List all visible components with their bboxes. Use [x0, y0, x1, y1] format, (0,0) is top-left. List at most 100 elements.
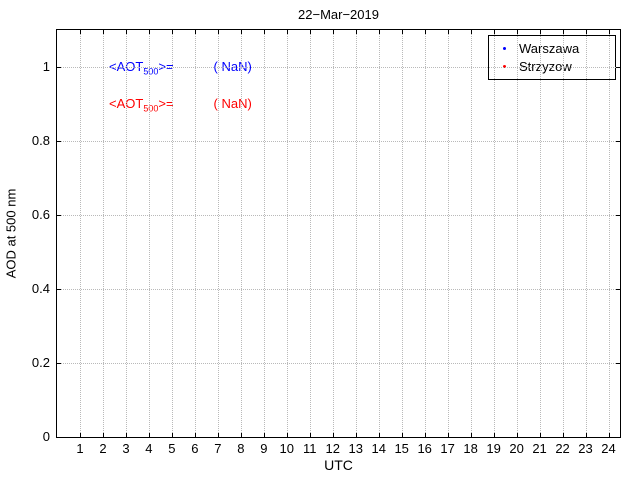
x-tick-label: 1	[76, 441, 84, 456]
x-axis-tick	[240, 433, 242, 437]
x-axis-tick	[148, 30, 150, 34]
x-axis-tick	[309, 433, 311, 437]
gridline-vertical	[447, 30, 449, 437]
annotation-strzyzow-mean-aot: <AOT500>=( NaN)	[109, 96, 252, 114]
gridline-vertical	[125, 30, 127, 437]
x-axis-tick	[608, 433, 610, 437]
gridline-vertical	[194, 30, 196, 437]
x-axis-tick	[585, 30, 587, 34]
x-axis-tick	[493, 30, 495, 34]
gridline-vertical	[493, 30, 495, 437]
x-axis-tick	[263, 433, 265, 437]
x-tick-label: 3	[122, 441, 130, 456]
x-axis-tick	[194, 30, 196, 34]
y-axis-tick	[616, 215, 620, 216]
x-axis-tick	[171, 30, 173, 34]
y-axis-tick	[57, 437, 61, 438]
x-axis-tick	[102, 433, 104, 437]
y-axis-label-text: AOD at 500 nm	[3, 188, 19, 279]
gridline-vertical	[516, 30, 518, 437]
x-axis-tick	[286, 30, 288, 34]
x-axis-tick	[286, 433, 288, 437]
x-axis-tick	[401, 433, 403, 437]
legend-item-strzyzow: Strzyzow	[489, 57, 615, 75]
y-tick-label: 1	[42, 59, 50, 74]
annotation-warszawa-mean-aot: <AOT500>=( NaN)	[109, 59, 252, 77]
x-axis-tick	[148, 433, 150, 437]
annotation-subscript: 500	[143, 66, 159, 77]
x-axis-tick	[217, 433, 219, 437]
x-tick-label: 22	[555, 441, 570, 456]
x-axis-tick	[562, 30, 564, 34]
x-axis-label: UTC	[324, 457, 353, 473]
y-axis-tick	[57, 289, 61, 290]
x-tick-label: 14	[371, 441, 386, 456]
annotation-value: ( NaN)	[213, 59, 252, 74]
x-axis-tick	[171, 433, 173, 437]
y-tick-label: 0.6	[31, 207, 50, 222]
legend-label: Warszawa	[519, 40, 580, 56]
annotation-value: ( NaN)	[213, 96, 252, 111]
x-axis-tick	[470, 30, 472, 34]
x-tick-label: 7	[214, 441, 222, 456]
x-tick-label: 17	[440, 441, 455, 456]
x-axis-tick	[332, 433, 334, 437]
y-axis-tick	[57, 215, 61, 216]
gridline-vertical	[79, 30, 81, 437]
gridline-vertical	[148, 30, 150, 437]
x-tick-label: 4	[145, 441, 153, 456]
gridline-vertical	[171, 30, 173, 437]
y-axis-tick	[616, 289, 620, 290]
y-tick-label: 0.4	[31, 281, 50, 296]
gridline-vertical	[286, 30, 288, 437]
x-tick-label: 18	[463, 441, 478, 456]
x-tick-label: 23	[578, 441, 593, 456]
x-axis-tick	[516, 433, 518, 437]
x-axis-tick	[263, 30, 265, 34]
y-axis-tick	[616, 437, 620, 438]
x-axis-tick	[493, 433, 495, 437]
x-axis-tick	[309, 30, 311, 34]
x-tick-label: 13	[348, 441, 363, 456]
annotation-subscript: 500	[143, 103, 159, 114]
x-tick-label: 24	[601, 441, 616, 456]
x-axis-tick	[355, 30, 357, 34]
x-tick-label: 16	[417, 441, 432, 456]
y-axis-tick	[616, 363, 620, 364]
x-axis-tick	[585, 433, 587, 437]
x-tick-label: 12	[325, 441, 340, 456]
legend: Warszawa Strzyzow	[488, 35, 616, 80]
gridline-vertical	[608, 30, 610, 437]
gridline-vertical	[562, 30, 564, 437]
gridline-vertical	[102, 30, 104, 437]
y-axis-tick	[57, 67, 61, 68]
plot-area: <AOT500>=( NaN) <AOT500>=( NaN) Warszawa…	[56, 29, 621, 438]
gridline-vertical	[332, 30, 334, 437]
x-tick-label: 11	[303, 441, 317, 456]
gridline-vertical	[424, 30, 426, 437]
x-tick-label: 5	[168, 441, 176, 456]
x-axis-tick	[194, 433, 196, 437]
x-axis-tick	[539, 30, 541, 34]
x-tick-label: 10	[279, 441, 295, 456]
gridline-vertical	[378, 30, 380, 437]
x-axis-tick	[79, 30, 81, 34]
x-tick-label: 6	[191, 441, 199, 456]
gridline-vertical	[355, 30, 357, 437]
x-tick-label: 2	[99, 441, 107, 456]
x-axis-tick	[378, 30, 380, 34]
legend-marker-box	[489, 46, 519, 50]
x-axis-tick	[217, 30, 219, 34]
x-axis-tick	[125, 30, 127, 34]
y-axis-tick	[616, 141, 620, 142]
legend-marker-box	[489, 64, 519, 68]
x-tick-label: 19	[486, 441, 501, 456]
x-axis-tick	[332, 30, 334, 34]
legend-item-warszawa: Warszawa	[489, 39, 615, 57]
y-tick-label: 0.2	[31, 355, 50, 370]
x-tick-label: 15	[394, 441, 409, 456]
gridline-horizontal	[57, 289, 620, 290]
x-tick-label: 9	[260, 441, 268, 456]
gridline-vertical	[401, 30, 403, 437]
